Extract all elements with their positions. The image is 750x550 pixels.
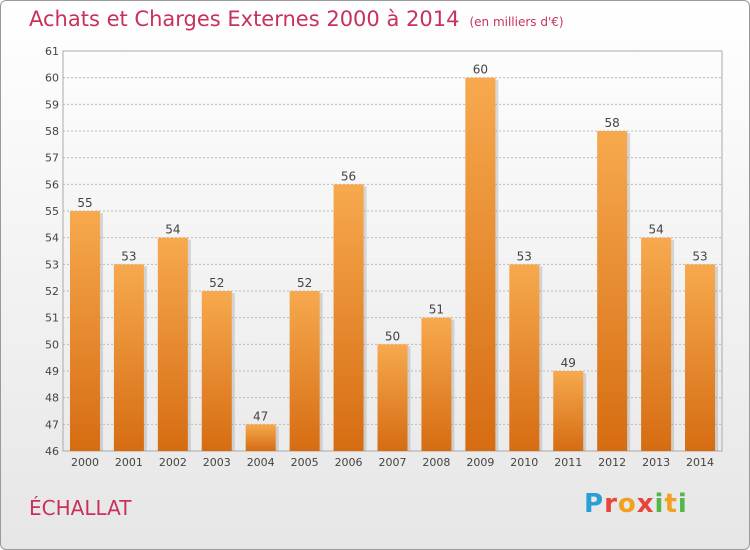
bar-value-label: 53: [121, 249, 136, 263]
logo-letter: x: [636, 489, 655, 519]
y-tick-label: 56: [45, 178, 59, 191]
y-tick-label: 52: [45, 285, 59, 298]
y-tick-label: 48: [45, 392, 59, 405]
y-tick-label: 49: [45, 365, 59, 378]
bar-value-label: 60: [473, 63, 488, 77]
y-tick-label: 50: [45, 338, 59, 351]
bar-value-label: 47: [253, 409, 268, 423]
y-tick-label: 58: [45, 125, 59, 138]
bar-2003: [201, 291, 232, 451]
logo-letter: P: [584, 489, 605, 519]
bar-2011: [553, 371, 584, 451]
bar-value-label: 54: [165, 223, 180, 237]
x-tick-label: 2000: [71, 456, 99, 469]
bar-value-label: 51: [429, 303, 444, 317]
x-tick-label: 2006: [335, 456, 363, 469]
bar-2001: [113, 264, 144, 451]
logo-letter: t: [664, 489, 678, 519]
y-tick-label: 61: [45, 45, 59, 58]
bar-2002: [157, 237, 188, 451]
x-tick-label: 2002: [159, 456, 187, 469]
y-tick-label: 57: [45, 152, 59, 165]
y-tick-label: 46: [45, 445, 59, 458]
bar-value-label: 55: [77, 196, 92, 210]
x-tick-label: 2007: [379, 456, 407, 469]
bar-2000: [69, 211, 100, 451]
bar-value-label: 54: [648, 223, 663, 237]
x-tick-label: 2010: [510, 456, 538, 469]
bar-value-label: 53: [517, 249, 532, 263]
x-tick-label: 2003: [203, 456, 231, 469]
x-tick-label: 2014: [686, 456, 714, 469]
proxiti-logo: Proxiti: [584, 489, 688, 519]
bar-2004: [245, 424, 276, 451]
bar-2013: [641, 237, 672, 451]
x-tick-label: 2005: [291, 456, 319, 469]
bar-2012: [597, 131, 628, 451]
x-tick-label: 2008: [422, 456, 450, 469]
y-tick-label: 60: [45, 72, 59, 85]
bar-2007: [377, 344, 408, 451]
bar-value-label: 50: [385, 329, 400, 343]
logo-letter: i: [677, 489, 688, 519]
logo-letter: i: [654, 489, 665, 519]
y-tick-label: 59: [45, 98, 59, 111]
y-tick-label: 53: [45, 258, 59, 271]
y-tick-label: 54: [45, 232, 59, 245]
chart-title-text: Achats et Charges Externes 2000 à 2014: [29, 7, 460, 31]
bar-value-label: 58: [605, 116, 620, 130]
x-tick-label: 2009: [466, 456, 494, 469]
bar-2014: [685, 264, 716, 451]
bar-value-label: 53: [692, 249, 707, 263]
bar-2006: [333, 184, 364, 452]
x-tick-label: 2013: [642, 456, 670, 469]
bar-2005: [289, 291, 320, 451]
town-name: ÉCHALLAT: [29, 496, 132, 520]
bar-value-label: 52: [297, 276, 312, 290]
chart-title: Achats et Charges Externes 2000 à 2014 (e…: [29, 7, 564, 31]
bar-value-label: 56: [341, 169, 356, 183]
chart-subtitle: (en milliers d'€): [469, 15, 564, 29]
bar-2010: [509, 264, 540, 451]
y-tick-label: 55: [45, 205, 59, 218]
logo-letter: r: [604, 489, 618, 519]
logo-letter: o: [617, 489, 637, 519]
bar-2009: [465, 77, 496, 452]
x-tick-label: 2011: [554, 456, 582, 469]
x-tick-label: 2001: [115, 456, 143, 469]
x-tick-label: 2012: [598, 456, 626, 469]
bar-2008: [421, 317, 452, 451]
y-tick-label: 51: [45, 312, 59, 325]
y-tick-label: 47: [45, 418, 59, 431]
bar-value-label: 49: [561, 356, 576, 370]
x-tick-label: 2004: [247, 456, 275, 469]
bar-value-label: 52: [209, 276, 224, 290]
